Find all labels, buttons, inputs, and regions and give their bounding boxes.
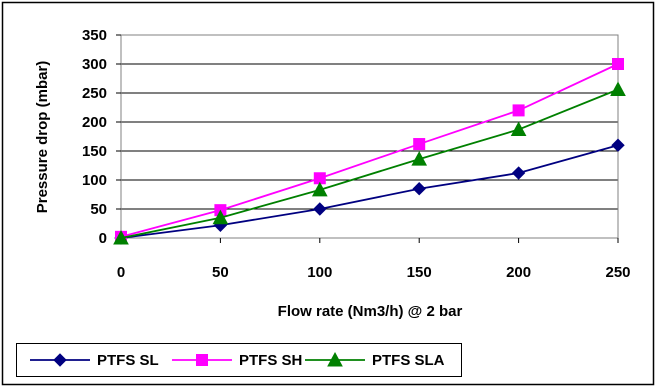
data-point-ptfs-sh — [512, 104, 525, 117]
y-tick-label: 150 — [82, 143, 107, 160]
x-tick-label: 50 — [212, 264, 229, 281]
data-point-ptfs-sla — [411, 151, 428, 166]
data-point-ptfs-sla — [610, 81, 626, 97]
data-point-ptfs-sla — [510, 121, 527, 137]
y-tick-label: 250 — [82, 85, 107, 102]
data-point-ptfs-sla — [212, 209, 229, 225]
x-axis-ticks: 0 50 100 150 200 250 — [117, 238, 631, 281]
plot-area — [120, 34, 619, 239]
y-tick-label: 0 — [99, 230, 107, 247]
legend: PTFS SL PTFS SH PTFS SLA — [16, 343, 462, 377]
y-tick-label: 300 — [82, 56, 107, 73]
x-axis-label: Flow rate (Nm3/h) @ 2 bar — [278, 303, 463, 320]
legend-marker-ptfs-sh — [196, 354, 208, 366]
data-point-ptfs-sla — [311, 181, 328, 197]
y-axis-label: Pressure drop (mbar) — [34, 61, 51, 214]
y-tick-label: 50 — [90, 201, 107, 218]
series-line-ptfs-sh — [120, 63, 619, 238]
data-point-ptfs-sh — [413, 138, 426, 151]
x-tick-label: 150 — [407, 264, 432, 281]
y-axis-ticks: 0 50 100 150 200 250 300 350 — [82, 27, 121, 247]
data-point-ptfs-sl — [611, 138, 625, 152]
data-point-ptfs-sh — [612, 58, 624, 70]
data-point-ptfs-sl — [412, 181, 426, 196]
legend-label-ptfs-sh: PTFS SH — [239, 352, 302, 369]
legend-box — [16, 343, 462, 377]
legend-marker-ptfs-sl — [53, 353, 67, 367]
legend-label-ptfs-sl: PTFS SL — [97, 352, 159, 369]
x-tick-label: 0 — [117, 264, 125, 281]
series-line-ptfs-sl — [120, 144, 619, 239]
x-tick-label: 250 — [605, 264, 630, 281]
legend-label-ptfs-sla: PTFS SLA — [372, 352, 445, 369]
y-tick-label: 350 — [82, 27, 107, 44]
data-point-ptfs-sl — [313, 202, 327, 216]
legend-marker-ptfs-sla — [327, 351, 343, 367]
data-point-ptfs-sl — [511, 166, 526, 180]
series — [113, 58, 626, 245]
y-tick-label: 200 — [82, 114, 107, 131]
x-tick-label: 200 — [506, 264, 531, 281]
y-tick-label: 100 — [82, 172, 107, 189]
x-tick-label: 100 — [307, 264, 332, 281]
series-line-ptfs-sla — [120, 88, 619, 239]
data-point-ptfs-sla — [113, 229, 129, 245]
